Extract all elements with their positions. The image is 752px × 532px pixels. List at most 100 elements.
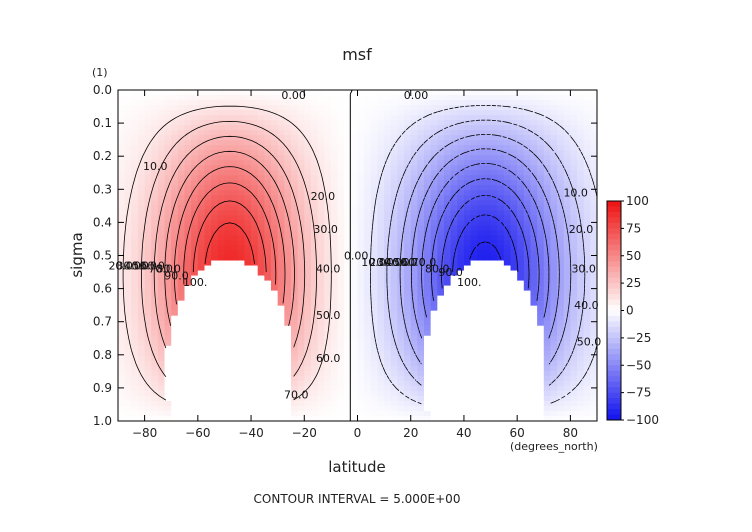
heatmap-cell <box>151 115 159 121</box>
heatmap-cell <box>330 255 339 262</box>
heatmap-cell <box>424 145 432 151</box>
heatmap-cell <box>304 345 312 352</box>
heatmap-cell <box>337 175 345 181</box>
heatmap-cell <box>364 310 372 317</box>
heatmap-cell <box>118 230 126 237</box>
heatmap-cell <box>410 210 418 216</box>
heatmap-cell <box>297 90 305 96</box>
heatmap-cell <box>284 230 292 237</box>
heatmap-cell <box>284 285 292 292</box>
heatmap-cell <box>483 305 492 312</box>
heatmap-cell <box>470 345 478 352</box>
heatmap-cell <box>523 105 532 111</box>
heatmap-cell <box>523 415 532 421</box>
heatmap-cell <box>330 230 339 237</box>
heatmap-cell <box>184 170 192 176</box>
heatmap-cell <box>124 265 132 272</box>
heatmap-cell <box>583 200 591 206</box>
heatmap-cell <box>563 410 571 417</box>
heatmap-cell <box>430 360 438 367</box>
heatmap-cell <box>271 410 279 417</box>
heatmap-cell <box>204 100 212 106</box>
heatmap-cell <box>211 145 219 151</box>
heatmap-cell <box>437 355 445 362</box>
heatmap-cell <box>570 320 578 327</box>
heatmap-cell <box>430 410 438 417</box>
heatmap-cell <box>337 140 345 146</box>
heatmap-cell <box>284 255 292 262</box>
heatmap-cell <box>537 120 545 126</box>
heatmap-cell <box>217 140 226 146</box>
heatmap-cell <box>443 190 452 196</box>
heatmap-cell <box>224 385 232 392</box>
heatmap-cell <box>211 365 219 372</box>
contour-label: 50.0 <box>132 259 157 272</box>
heatmap-cell <box>397 385 405 392</box>
heatmap-cell <box>517 120 525 126</box>
heatmap-cell <box>477 140 485 146</box>
heatmap-cell <box>517 200 525 206</box>
heatmap-cell <box>277 360 285 367</box>
heatmap-cell <box>231 315 239 322</box>
heatmap-cell <box>463 265 472 272</box>
heatmap-cell <box>157 310 166 317</box>
heatmap-cell <box>577 250 585 257</box>
heatmap-cell <box>430 90 438 96</box>
heatmap-cell <box>530 180 538 186</box>
heatmap-cell <box>410 125 418 131</box>
heatmap-cell <box>284 320 292 327</box>
heatmap-cell <box>497 380 505 387</box>
heatmap-cell <box>337 165 345 171</box>
heatmap-cell <box>251 365 259 372</box>
heatmap-cell <box>563 190 571 196</box>
heatmap-cell <box>563 260 571 267</box>
heatmap-cell <box>424 135 432 141</box>
heatmap-cell <box>430 100 438 106</box>
heatmap-cell <box>510 125 518 131</box>
heatmap-cell <box>310 90 319 96</box>
heatmap-cell <box>583 215 591 221</box>
heatmap-cell <box>330 140 339 146</box>
heatmap-cell <box>131 355 139 362</box>
heatmap-cell <box>184 285 192 292</box>
heatmap-cell <box>390 300 399 307</box>
colorbar-swatch <box>607 239 621 246</box>
heatmap-cell <box>483 280 492 287</box>
y-tick-label: 1.0 <box>93 414 112 428</box>
heatmap-cell <box>224 185 232 191</box>
heatmap-cell <box>450 105 458 111</box>
heatmap-cell <box>523 365 532 372</box>
heatmap-cell <box>337 390 345 397</box>
heatmap-cell <box>364 290 372 297</box>
heatmap-cell <box>463 235 472 242</box>
heatmap-cell <box>570 300 578 307</box>
heatmap-cell <box>324 95 332 101</box>
heatmap-cell <box>404 250 412 257</box>
colorbar-swatch <box>607 261 621 268</box>
heatmap-cell <box>197 150 206 156</box>
heatmap-cell <box>297 135 305 141</box>
heatmap-cell <box>530 305 538 312</box>
heatmap-cell <box>550 95 558 101</box>
heatmap-cell <box>470 130 478 136</box>
heatmap-cell <box>244 105 252 111</box>
heatmap-cell <box>384 255 392 262</box>
heatmap-cell <box>264 260 272 267</box>
heatmap-cell <box>324 175 332 181</box>
heatmap-cell <box>390 185 399 191</box>
heatmap-cell <box>191 365 199 372</box>
heatmap-cell <box>357 195 365 201</box>
heatmap-cell <box>370 100 379 106</box>
heatmap-cell <box>443 235 452 242</box>
heatmap-cell <box>337 380 345 387</box>
heatmap-cell <box>317 150 325 156</box>
heatmap-cell <box>204 95 212 101</box>
heatmap-cell <box>443 225 452 232</box>
heatmap-cell <box>577 140 585 146</box>
heatmap-cell <box>483 110 492 116</box>
heatmap-cell <box>164 130 172 136</box>
heatmap-cell <box>284 325 292 332</box>
heatmap-cell <box>537 275 545 282</box>
heatmap-cell <box>417 405 425 412</box>
heatmap-cell <box>211 180 219 186</box>
